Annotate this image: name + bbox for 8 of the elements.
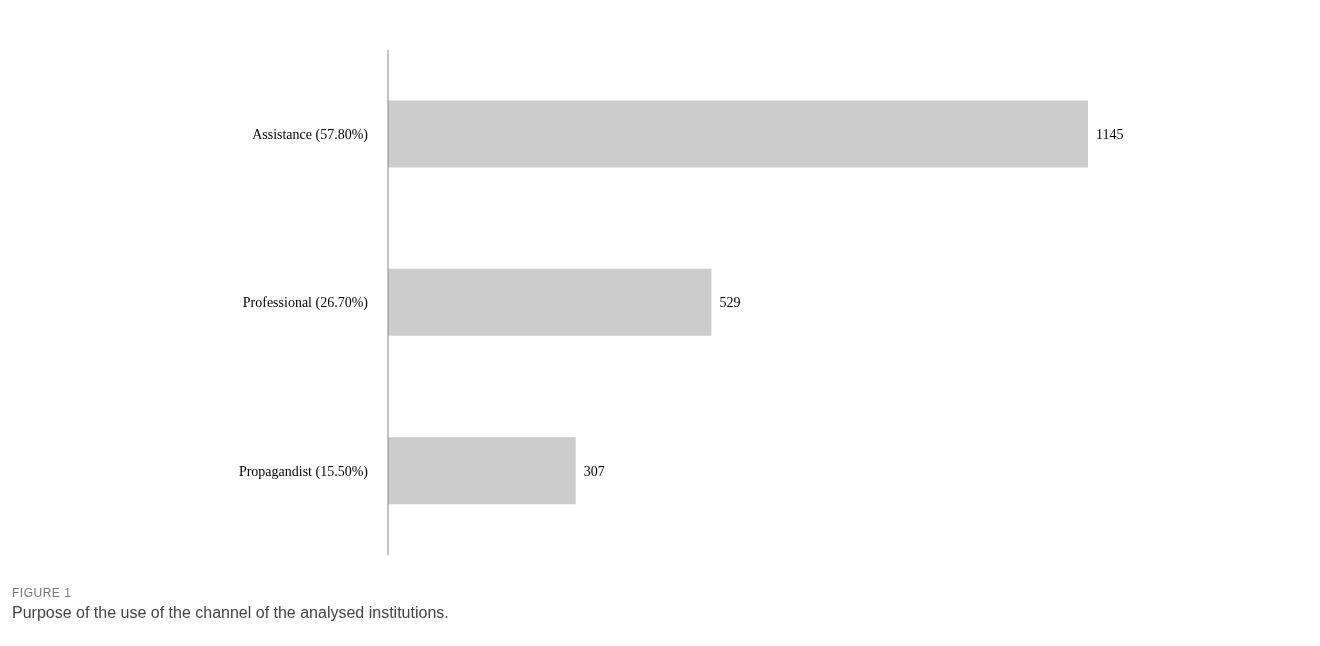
data-label: 1145 (1096, 126, 1124, 142)
data-label: 307 (583, 463, 605, 479)
y-tick-label: Propagandist (15.50%) (238, 463, 369, 480)
text: Purpose of the use of the channel of the analysed institutions. (12, 604, 450, 622)
y-tick-label: Assistance (57.80%) (252, 127, 369, 144)
data-label: 529 (719, 295, 741, 311)
caption: FIGURE 1 (12, 586, 73, 600)
y-tick-label: Professional (26.70%) (242, 295, 369, 312)
